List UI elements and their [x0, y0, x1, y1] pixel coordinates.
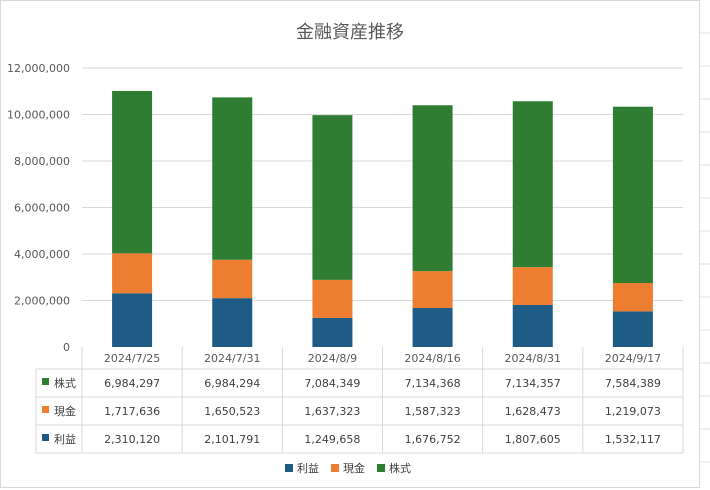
x-category-label: 2024/9/17: [605, 352, 661, 365]
x-category-label: 2024/8/9: [308, 352, 357, 365]
table-row-label: 利益: [54, 432, 76, 446]
table-row-label: 株式: [54, 376, 76, 390]
table-cell-value: 1,219,073: [605, 405, 661, 418]
bar-株式-2024/8/31[interactable]: [512, 101, 553, 268]
chart-title: 金融資産推移: [296, 22, 404, 43]
bar-株式-2024/7/25[interactable]: [112, 90, 153, 254]
y-tick-label: 10,000,000: [7, 109, 70, 122]
legend-key-現金: [42, 406, 49, 413]
x-category-label: 2024/7/31: [204, 352, 260, 365]
bar-利益-2024/8/31[interactable]: [512, 304, 553, 347]
table-cell-value: 1,807,605: [505, 433, 561, 446]
x-category-label: 2024/8/31: [505, 352, 561, 365]
table-cell-value: 1,532,117: [605, 433, 661, 446]
bar-利益-2024/8/16[interactable]: [412, 308, 453, 347]
bar-利益-2024/7/25[interactable]: [112, 293, 153, 347]
table-cell-value: 2,310,120: [104, 433, 160, 446]
legend-label: 株式: [389, 461, 411, 475]
bar-現金-2024/7/31[interactable]: [212, 259, 253, 299]
bar-現金-2024/9/17[interactable]: [612, 283, 653, 312]
bar-利益-2024/9/17[interactable]: [612, 311, 653, 347]
table-cell-value: 6,984,297: [104, 377, 160, 390]
legend-swatch-株式: [377, 464, 385, 472]
bar-株式-2024/8/9[interactable]: [312, 115, 353, 280]
y-tick-label: 8,000,000: [14, 155, 70, 168]
bar-株式-2024/8/16[interactable]: [412, 105, 453, 272]
table-cell-value: 7,134,368: [405, 377, 461, 390]
table-cell-value: 7,084,349: [304, 377, 360, 390]
table-cell-value: 1,587,323: [405, 405, 461, 418]
bar-現金-2024/8/9[interactable]: [312, 279, 353, 318]
bar-現金-2024/8/16[interactable]: [412, 271, 453, 309]
y-tick-label: 0: [63, 341, 70, 354]
bar-株式-2024/9/17[interactable]: [612, 106, 653, 284]
table-cell-value: 1,650,523: [204, 405, 260, 418]
table-cell-value: 1,628,473: [505, 405, 561, 418]
table-cell-value: 1,717,636: [104, 405, 160, 418]
legend-key-株式: [42, 378, 49, 385]
legend-label: 現金: [343, 461, 365, 475]
table-cell-value: 7,134,357: [505, 377, 561, 390]
bar-利益-2024/8/9[interactable]: [312, 317, 353, 347]
legend-key-利益: [42, 434, 49, 441]
bar-株式-2024/7/31[interactable]: [212, 97, 253, 260]
table-cell-value: 1,249,658: [304, 433, 360, 446]
y-tick-label: 2,000,000: [14, 295, 70, 308]
bar-現金-2024/7/25[interactable]: [112, 253, 153, 294]
table-cell-value: 2,101,791: [204, 433, 260, 446]
bar-現金-2024/8/31[interactable]: [512, 267, 553, 305]
bar-利益-2024/7/31[interactable]: [212, 298, 253, 347]
legend-swatch-現金: [331, 464, 339, 472]
table-cell-value: 6,984,294: [204, 377, 260, 390]
x-category-label: 2024/8/16: [404, 352, 460, 365]
table-cell-value: 1,676,752: [405, 433, 461, 446]
table-cell-value: 1,637,323: [304, 405, 360, 418]
x-category-label: 2024/7/25: [104, 352, 160, 365]
legend-swatch-利益: [285, 464, 293, 472]
y-tick-label: 4,000,000: [14, 248, 70, 261]
y-tick-label: 6,000,000: [14, 202, 70, 215]
y-tick-label: 12,000,000: [7, 62, 70, 75]
table-row-label: 現金: [54, 404, 76, 418]
table-cell-value: 7,584,389: [605, 377, 661, 390]
legend-label: 利益: [297, 461, 319, 475]
